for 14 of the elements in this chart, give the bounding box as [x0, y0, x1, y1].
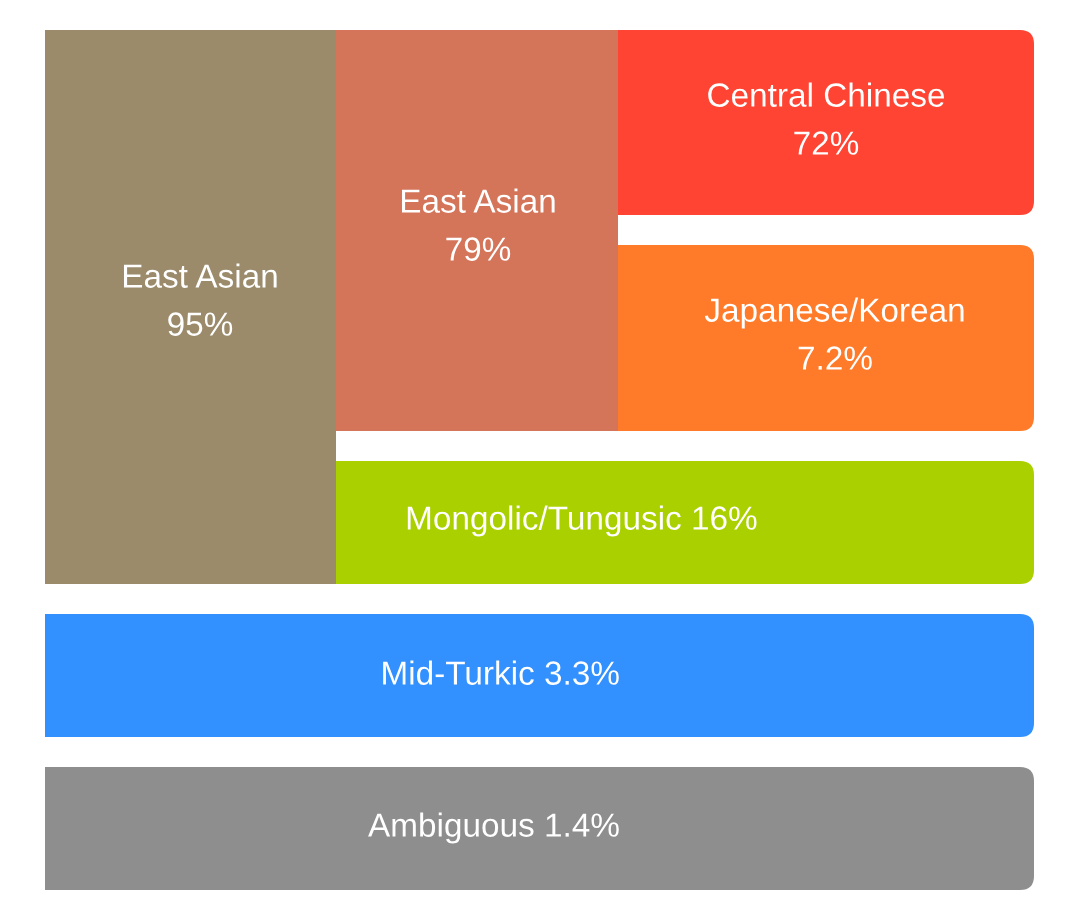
category-label: Mongolic/Tungusic [407, 505, 681, 537]
data-label: 72% [794, 131, 859, 155]
data-label: 16% [693, 506, 757, 530]
category-label: East Asian [123, 263, 277, 288]
category-label: Mid-Turkic [383, 660, 534, 685]
category-label: Japanese/Korean [704, 297, 964, 329]
data-label: 95% [168, 312, 233, 336]
data-label: 79% [446, 237, 511, 261]
category-label: Central Chinese [708, 82, 945, 107]
data-label: 3.3% [545, 661, 619, 685]
category-label: East Asian [401, 188, 555, 213]
category-label: Ambiguous [368, 812, 534, 844]
data-label: 1.4% [546, 813, 619, 837]
data-label: 7.2% [798, 346, 872, 370]
